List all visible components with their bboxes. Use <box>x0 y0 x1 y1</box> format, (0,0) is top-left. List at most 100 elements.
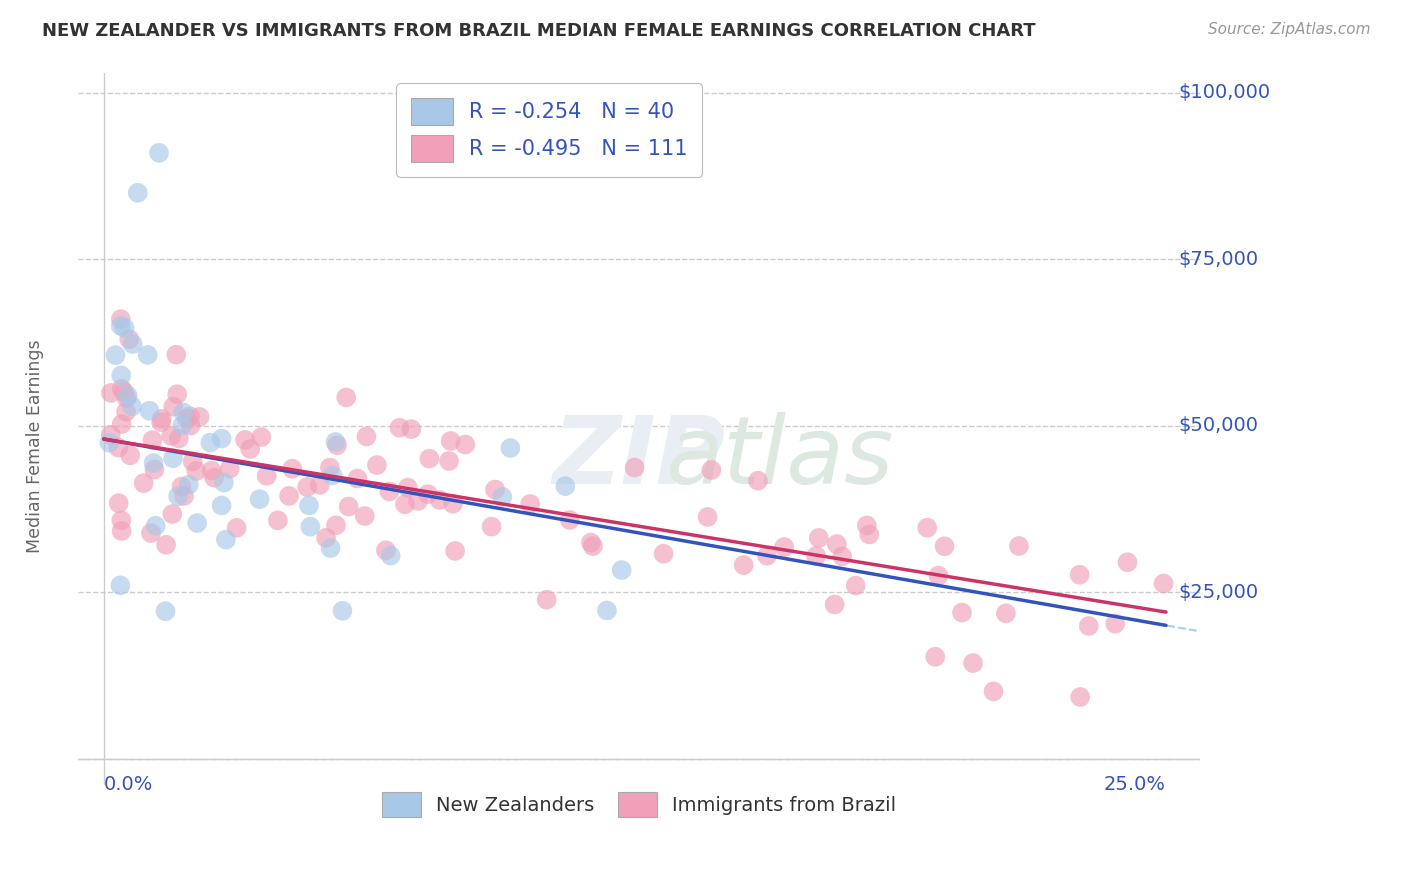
Point <box>239 442 262 456</box>
Point <box>927 568 949 582</box>
Text: $75,000: $75,000 <box>1178 250 1258 268</box>
Point <box>326 438 349 452</box>
Point <box>394 497 416 511</box>
Legend: New Zealanders, Immigrants from Brazil: New Zealanders, Immigrants from Brazil <box>374 785 904 825</box>
Point <box>824 598 846 612</box>
Point <box>136 348 159 362</box>
Point <box>356 429 378 443</box>
Point <box>281 461 304 475</box>
Point <box>484 483 506 497</box>
Point <box>250 430 273 444</box>
Point <box>177 477 200 491</box>
Point <box>325 518 347 533</box>
Text: 25.0%: 25.0% <box>1104 775 1166 794</box>
Point <box>481 519 503 533</box>
Point <box>924 649 946 664</box>
Point <box>755 549 778 563</box>
Point <box>337 500 360 514</box>
Point <box>215 533 238 547</box>
Point <box>623 460 645 475</box>
Point <box>167 489 190 503</box>
Point <box>934 539 956 553</box>
Point <box>211 499 233 513</box>
Point <box>249 492 271 507</box>
Point <box>111 382 134 396</box>
Point <box>110 524 132 538</box>
Point <box>267 513 290 527</box>
Point <box>115 405 138 419</box>
Point <box>856 518 879 533</box>
Point <box>696 510 718 524</box>
Point <box>202 471 225 485</box>
Point <box>1153 576 1175 591</box>
Point <box>121 337 143 351</box>
Point <box>1116 555 1139 569</box>
Point <box>100 385 122 400</box>
Point <box>212 475 235 490</box>
Point <box>115 391 138 405</box>
Point <box>315 531 337 545</box>
Point <box>441 497 464 511</box>
Point <box>107 496 129 510</box>
Point <box>299 519 322 533</box>
Point <box>582 539 605 553</box>
Point <box>558 513 581 527</box>
Point <box>167 432 190 446</box>
Point <box>148 145 170 160</box>
Point <box>845 578 868 592</box>
Point <box>117 388 139 402</box>
Point <box>652 547 675 561</box>
Point <box>98 435 121 450</box>
Point <box>100 427 122 442</box>
Point <box>176 411 198 425</box>
Point <box>308 478 330 492</box>
Point <box>165 348 187 362</box>
Point <box>375 543 398 558</box>
Text: $25,000: $25,000 <box>1178 582 1258 601</box>
Point <box>747 474 769 488</box>
Point <box>983 684 1005 698</box>
Point <box>181 454 204 468</box>
Point <box>1008 539 1031 553</box>
Point <box>700 463 723 477</box>
Point <box>519 497 541 511</box>
Point <box>139 526 162 541</box>
Point <box>596 603 619 617</box>
Point <box>416 487 439 501</box>
Point <box>162 451 184 466</box>
Text: 0.0%: 0.0% <box>104 775 153 794</box>
Point <box>858 527 880 541</box>
Point <box>132 476 155 491</box>
Point <box>298 499 321 513</box>
Point <box>733 558 755 573</box>
Point <box>325 434 347 449</box>
Point <box>179 409 201 424</box>
Point <box>1104 616 1126 631</box>
Point <box>491 490 513 504</box>
Point <box>186 464 208 478</box>
Text: Median Female Earnings: Median Female Earnings <box>27 339 44 553</box>
Point <box>429 492 451 507</box>
Point <box>141 433 163 447</box>
Point <box>499 441 522 455</box>
Point <box>225 521 247 535</box>
Point <box>804 549 827 563</box>
Point <box>162 507 184 521</box>
Text: $50,000: $50,000 <box>1178 417 1258 435</box>
Point <box>150 415 173 429</box>
Point <box>155 604 177 618</box>
Point <box>1077 619 1099 633</box>
Point <box>1069 567 1091 582</box>
Point <box>454 437 477 451</box>
Point <box>218 461 240 475</box>
Point <box>104 348 127 362</box>
Point <box>322 468 344 483</box>
Point <box>188 409 211 424</box>
Point <box>118 332 141 346</box>
Point <box>150 412 173 426</box>
Point <box>406 494 429 508</box>
Point <box>388 421 411 435</box>
Point <box>172 418 194 433</box>
Point <box>440 434 463 448</box>
Point <box>915 521 938 535</box>
